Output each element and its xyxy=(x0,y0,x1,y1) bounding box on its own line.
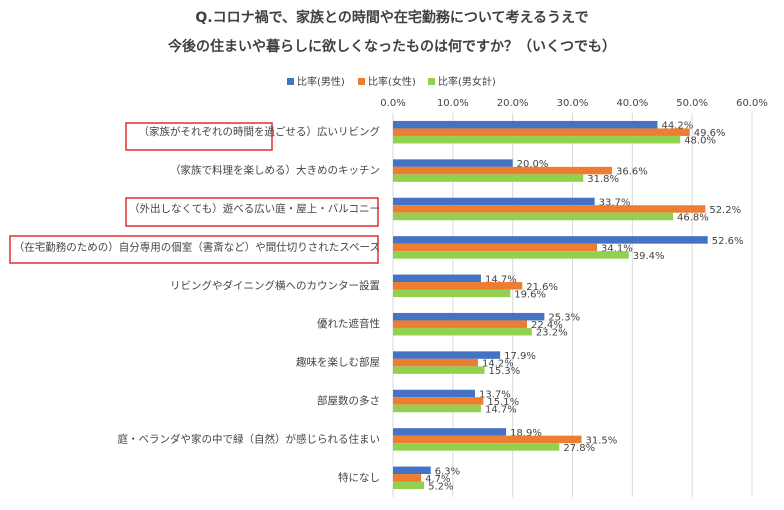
category-label: （外出しなくても）遊べる広い庭・屋上・バルコニー xyxy=(129,202,380,215)
category-label: リビングやダイニング横へのカウンター設置 xyxy=(170,279,380,292)
data-label: 46.8% xyxy=(677,213,709,224)
category-label: 趣味を楽しむ部屋 xyxy=(296,356,380,369)
data-label: 34.1% xyxy=(601,243,633,254)
chart-title: Q.コロナ禍で、家族との時間や在宅勤務について考えるうえで xyxy=(195,9,588,26)
bar xyxy=(393,205,706,213)
data-label: 6.3% xyxy=(435,466,460,477)
data-label: 15.1% xyxy=(487,397,519,408)
bar xyxy=(393,212,674,221)
data-label: 14.7% xyxy=(485,405,517,416)
data-label: 20.0% xyxy=(517,159,549,170)
highlight-box xyxy=(125,122,273,151)
data-label: 15.3% xyxy=(489,366,521,377)
highlight-box xyxy=(9,235,379,264)
bar xyxy=(393,397,484,405)
bar xyxy=(393,166,612,175)
bar xyxy=(393,466,431,475)
bar xyxy=(393,282,523,290)
data-label: 13.7% xyxy=(479,390,511,401)
bar xyxy=(393,243,598,252)
bar xyxy=(393,128,690,136)
category-label: （家族がそれぞれの時間を過ごせる）広いリビング xyxy=(139,125,381,138)
bar xyxy=(393,389,475,398)
bar xyxy=(393,351,501,359)
bar xyxy=(393,274,481,283)
bar xyxy=(393,474,422,482)
data-label: 21.6% xyxy=(526,282,558,293)
bar xyxy=(393,481,425,490)
x-tick-label: 60.0% xyxy=(736,98,768,109)
category-label: （家族で料理を楽しめる）大きめのキッチン xyxy=(170,164,380,177)
highlight-box xyxy=(125,197,379,227)
bar xyxy=(393,289,511,298)
legend-swatch xyxy=(358,78,365,85)
category-label: 特になし xyxy=(338,472,380,484)
data-label: 31.5% xyxy=(585,435,617,446)
x-tick-label: 30.0% xyxy=(557,98,589,109)
bar xyxy=(393,174,584,182)
bar xyxy=(393,404,481,413)
data-label: 48.0% xyxy=(684,136,716,147)
bar xyxy=(393,197,595,206)
data-label: 19.6% xyxy=(514,289,546,300)
bar xyxy=(393,236,708,244)
data-label: 5.2% xyxy=(428,481,453,492)
bar xyxy=(393,435,582,444)
data-label: 52.6% xyxy=(712,236,744,247)
bar xyxy=(393,120,658,129)
bar xyxy=(393,366,485,374)
data-label: 23.2% xyxy=(536,328,568,339)
data-label: 31.8% xyxy=(587,174,619,185)
x-tick-label: 20.0% xyxy=(497,98,529,109)
bar xyxy=(393,159,513,167)
data-label: 33.7% xyxy=(599,198,631,209)
category-label: 庭・ベランダや家の中で緑（自然）が感じられる住まい xyxy=(118,432,381,445)
data-label: 49.6% xyxy=(694,128,726,139)
category-label: 優れた遮音性 xyxy=(317,317,380,330)
data-label: 17.9% xyxy=(504,351,536,362)
data-label: 4.7% xyxy=(425,474,450,485)
data-label: 25.3% xyxy=(548,313,580,324)
bar xyxy=(393,327,532,336)
bar xyxy=(393,443,560,451)
chart-subtitle: 今後の住まいや暮らしに欲しくなったものは何ですか？（いくつでも） xyxy=(167,38,616,55)
bar xyxy=(393,320,528,328)
x-tick-label: 0.0% xyxy=(380,98,405,109)
legend-label: 比率(女性) xyxy=(368,75,416,88)
x-tick-label: 40.0% xyxy=(616,98,648,109)
bar xyxy=(393,358,478,367)
data-label: 36.6% xyxy=(616,167,648,178)
data-label: 39.4% xyxy=(633,251,665,262)
data-label: 44.2% xyxy=(661,121,693,132)
legend-swatch xyxy=(287,78,294,85)
bar xyxy=(393,312,545,321)
bar xyxy=(393,251,629,259)
category-label: 部屋数の多さ xyxy=(317,394,380,407)
bar xyxy=(393,135,681,144)
x-tick-label: 50.0% xyxy=(676,98,708,109)
bar xyxy=(393,428,507,436)
data-label: 52.2% xyxy=(709,205,741,216)
data-label: 14.7% xyxy=(485,274,517,285)
data-label: 27.8% xyxy=(563,443,595,454)
legend-label: 比率(男女計) xyxy=(438,75,496,88)
data-label: 14.2% xyxy=(482,359,514,370)
data-label: 18.9% xyxy=(510,428,542,439)
x-tick-label: 10.0% xyxy=(437,98,469,109)
data-label: 22.4% xyxy=(531,320,563,331)
category-label: （在宅勤務のための）自分専用の個室（書斎など）や間仕切りされたスペース xyxy=(14,240,380,253)
legend-label: 比率(男性) xyxy=(297,75,345,88)
legend-swatch xyxy=(428,78,435,85)
